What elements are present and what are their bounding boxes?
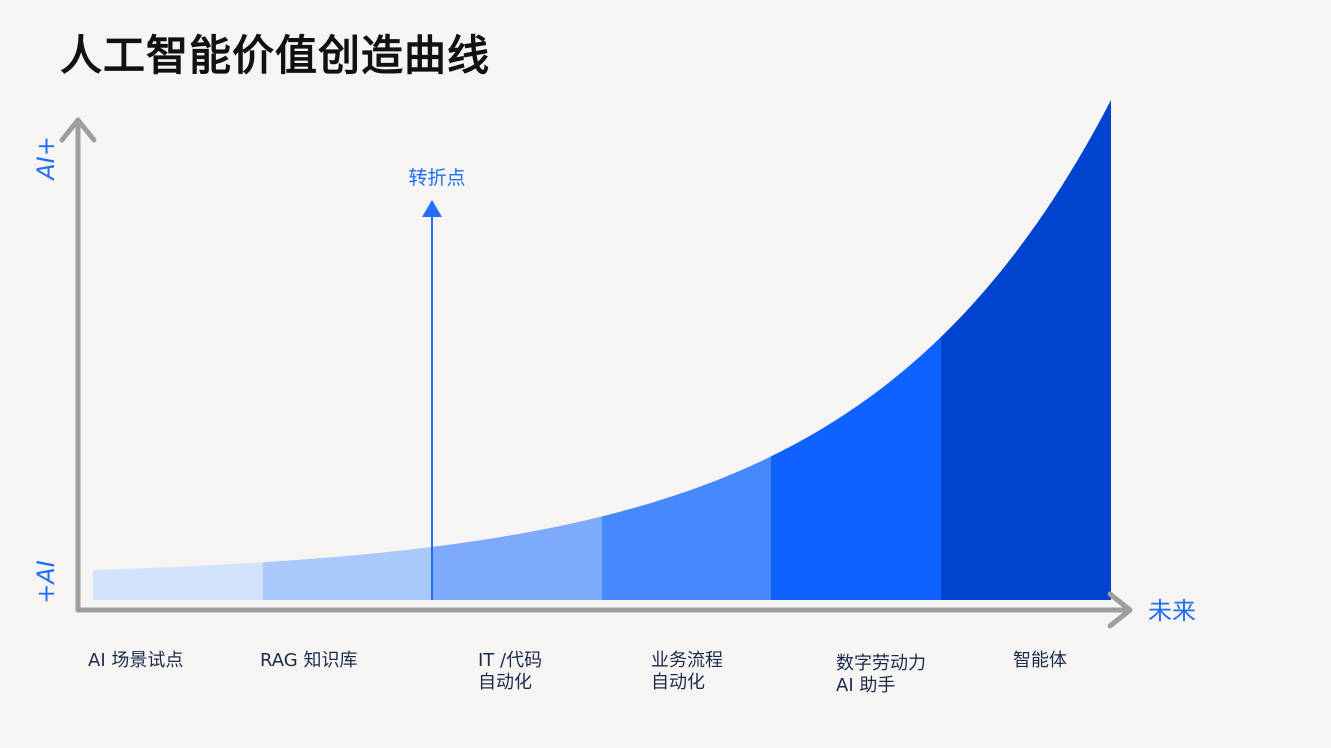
stage-band-6 [941,100,1111,600]
stage-band-2 [263,100,433,600]
y-axis-arrow-head [59,117,97,143]
turning-point-arrow-head [422,200,442,217]
stage-band-5 [771,100,942,600]
stage-label-6: 智能体 [1013,650,1067,672]
y-axis-top-label: AI+ [32,136,60,182]
stage-label-line: 业务流程 [651,650,723,671]
stage-label-3: IT /代码 自动化 [478,650,542,694]
stage-band-4 [602,100,772,600]
stage-label-line: AI 场景试点 [88,650,184,671]
stage-label-line: 智能体 [1013,650,1067,671]
stage-label-2: RAG 知识库 [260,650,357,672]
stage-label-line: AI 助手 [836,675,896,696]
axes [59,117,1133,629]
stage-band-1 [93,100,264,600]
turning-point-label: 转折点 [408,167,465,189]
stage-label-5: 数字劳动力 AI 助手 [836,653,926,697]
curve-area [93,100,1111,600]
stage-label-line: 数字劳动力 [836,653,926,674]
y-axis-bottom-label: +AI [32,560,60,604]
stage-label-line: RAG 知识库 [260,650,358,671]
stage-label-1: AI 场景试点 [88,650,183,672]
stage-band-3 [432,100,603,600]
stage-label-line: 自动化 [651,672,705,693]
page-title: 人工智能价值创造曲线 [60,31,491,80]
x-axis-end-label: 未来 [1148,597,1196,625]
turning-point-marker: 转折点 [408,167,466,600]
x-axis-arrow-head [1107,591,1133,629]
stage-label-4: 业务流程 自动化 [651,650,723,694]
stage-label-line: IT /代码 [478,650,543,671]
stage-label-line: 自动化 [478,672,532,693]
